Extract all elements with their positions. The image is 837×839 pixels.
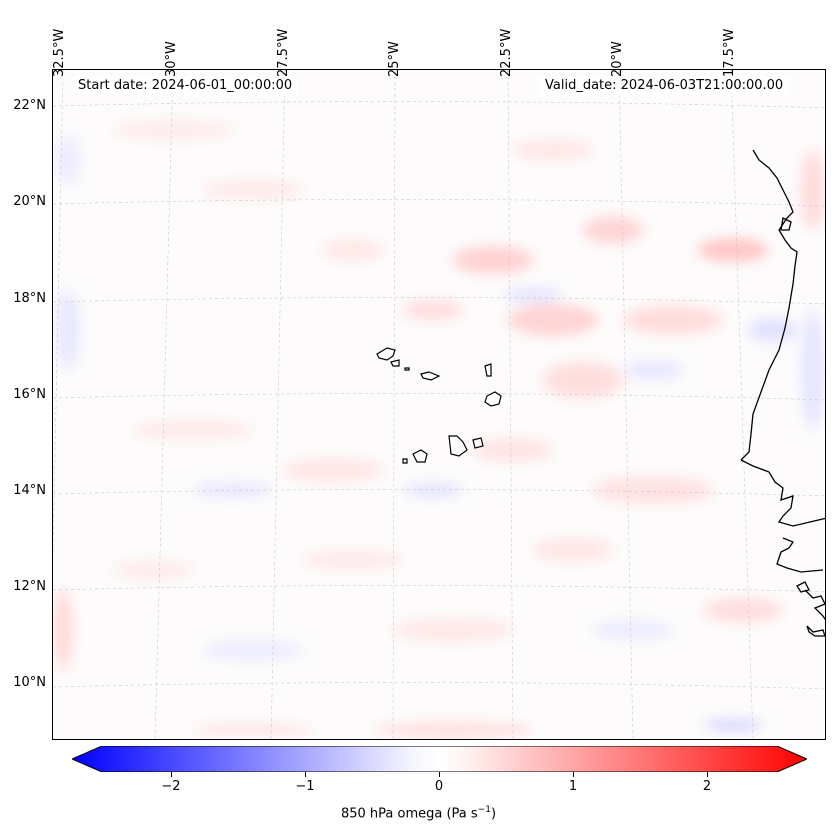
map-panel: [52, 69, 826, 740]
colorbar: [70, 745, 809, 773]
lon-label-27-5w: 27.5°W: [276, 28, 291, 77]
lon-label-17-5w: 17.5°W: [722, 28, 737, 77]
lat-label-10n: 10°N: [13, 675, 46, 690]
lat-label-18n: 18°N: [13, 291, 46, 306]
lat-label-14n: 14°N: [13, 483, 46, 498]
valid-date-label: Valid_date: 2024-06-03T21:00:00.00: [539, 76, 790, 96]
colorbar-tick-label: −2: [161, 779, 181, 794]
lat-label-22n: 22°N: [13, 98, 46, 113]
lon-label-25w: 25°W: [387, 41, 402, 77]
omega-field: [53, 120, 825, 738]
lon-label-22-5w: 22.5°W: [499, 28, 514, 77]
start-date-label: Start date: 2024-06-01_00:00:00: [72, 76, 299, 96]
colorbar-tick-label: −1: [295, 779, 315, 794]
lon-label-20w: 20°W: [610, 41, 625, 77]
colorbar-tick: [707, 772, 708, 777]
graticule: [53, 70, 825, 739]
colorbar-tick: [171, 772, 172, 777]
colorbar-tick: [439, 772, 440, 777]
lat-label-12n: 12°N: [13, 579, 46, 594]
cape-verde-islands: [376, 347, 502, 464]
colorbar-tick-label: 0: [434, 779, 444, 794]
colorbar-tick-label: 2: [702, 779, 712, 794]
lat-label-20n: 20°N: [13, 194, 46, 209]
lon-label-30w: 30°W: [164, 41, 179, 77]
colorbar-tick: [573, 772, 574, 777]
colorbar-gradient: [70, 745, 809, 773]
coastline: [740, 149, 825, 637]
colorbar-label: 850 hPa omega (Pa s−1): [340, 805, 497, 822]
lon-label-32-5w: 32.5°W: [52, 28, 67, 77]
colorbar-tick: [305, 772, 306, 777]
lat-label-16n: 16°N: [13, 387, 46, 402]
colorbar-tick-label: 1: [568, 779, 578, 794]
map-canvas: [53, 70, 825, 739]
